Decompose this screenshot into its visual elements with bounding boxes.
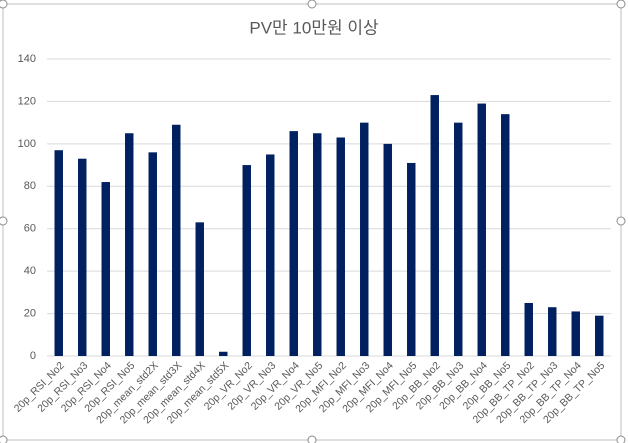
- bar: [595, 315, 604, 356]
- bar: [219, 351, 228, 356]
- bar: [242, 165, 251, 356]
- bar: [266, 154, 275, 356]
- y-tick-label: 40: [24, 265, 36, 277]
- bar: [407, 162, 416, 356]
- bar: [313, 133, 322, 356]
- y-tick-label: 140: [18, 53, 36, 65]
- bar: [54, 150, 63, 356]
- bar: [548, 307, 557, 356]
- chart-title: PV만 10만원 이상: [249, 18, 379, 37]
- bar: [148, 152, 157, 356]
- bar: [501, 114, 510, 357]
- y-tick-label: 20: [24, 307, 36, 319]
- bar: [195, 222, 204, 356]
- bar: [125, 133, 134, 356]
- bar: [289, 131, 298, 356]
- bar: [336, 137, 345, 356]
- y-tick-label: 120: [18, 95, 36, 107]
- bar: [477, 103, 486, 356]
- bar: [101, 182, 110, 356]
- bar: [454, 122, 463, 357]
- y-tick-label: 100: [18, 138, 36, 150]
- bar: [524, 302, 533, 356]
- y-tick-label: 60: [24, 223, 36, 235]
- bar: [430, 95, 439, 357]
- bar: [172, 124, 181, 356]
- bar: [571, 311, 580, 356]
- y-tick-label: 80: [24, 180, 36, 192]
- bar: [383, 143, 392, 356]
- y-tick-label: 0: [30, 350, 36, 362]
- bar: [360, 122, 369, 357]
- bar: [78, 158, 87, 356]
